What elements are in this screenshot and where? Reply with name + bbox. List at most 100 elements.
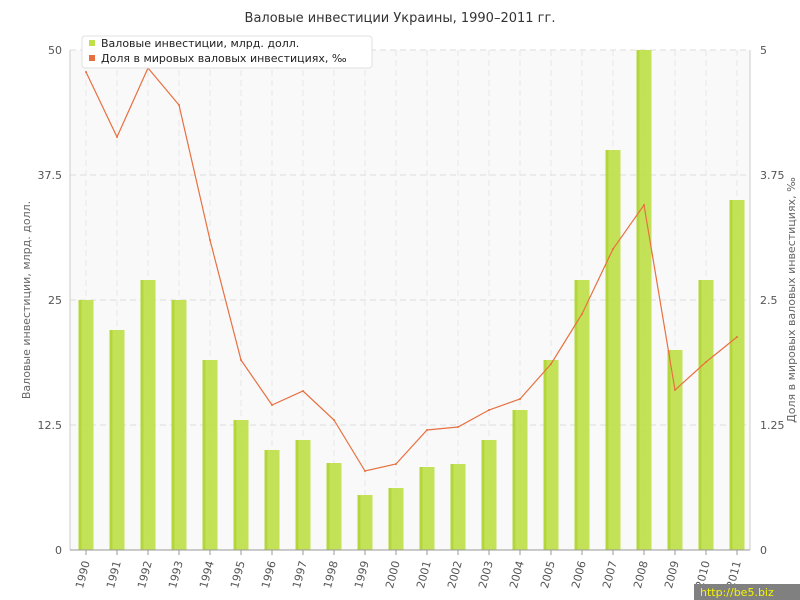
legend-swatch-bar — [89, 40, 95, 46]
line-point — [178, 104, 180, 106]
bar-shade — [202, 360, 206, 550]
y-axis-left-title: Валовые инвестиции, млрд. долл. — [20, 201, 33, 399]
bar-shade — [698, 280, 702, 550]
y-tick-left: 37.5 — [38, 169, 63, 182]
bar-shade — [171, 300, 175, 550]
x-tick-label: 1996 — [259, 559, 279, 589]
x-tick-label: 2004 — [507, 559, 527, 589]
x-tick-label: 1994 — [197, 559, 217, 589]
chart-title: Валовые инвестиции Украины, 1990–2011 гг… — [245, 11, 556, 26]
bar-shade — [295, 440, 299, 550]
x-tick-label: 2000 — [383, 559, 403, 589]
x-tick-label: 2006 — [569, 559, 589, 589]
bar — [326, 463, 342, 550]
line-point — [333, 419, 335, 421]
line-point — [302, 390, 304, 392]
x-tick-label: 2009 — [662, 559, 682, 589]
line-point — [116, 136, 118, 138]
x-tick-label: 2001 — [414, 559, 434, 589]
line-point — [612, 248, 614, 250]
bar-shade — [419, 467, 423, 550]
bar-shade — [109, 330, 113, 550]
legend-swatch-line — [89, 55, 95, 61]
bar — [357, 495, 373, 550]
x-tick-label: 1997 — [290, 559, 310, 589]
line-point — [581, 313, 583, 315]
y-tick-right: 2.5 — [760, 294, 778, 307]
bar — [605, 150, 621, 550]
y-tick-right: 5 — [760, 44, 767, 57]
bar-shade — [729, 200, 733, 550]
line-point — [240, 359, 242, 361]
bar-shade — [233, 420, 237, 550]
line-point — [488, 409, 490, 411]
x-tick-label: 2007 — [600, 559, 620, 589]
bar-shade — [481, 440, 485, 550]
line-point — [519, 398, 521, 400]
legend: Валовые инвестиции, млрд. долл. Доля в м… — [81, 35, 373, 69]
line-point — [364, 470, 366, 472]
bar — [698, 280, 714, 550]
bar-shade — [264, 450, 268, 550]
bar-shade — [605, 150, 609, 550]
legend-label-line: Доля в мировых валовых инвестициях, ‰ — [101, 52, 347, 65]
line-point — [674, 389, 676, 391]
bar — [140, 280, 156, 550]
bar-shade — [450, 464, 454, 550]
line-point — [426, 429, 428, 431]
bar-shade — [636, 50, 640, 550]
bar — [78, 300, 94, 550]
line-point — [457, 426, 459, 428]
share-line — [85, 66, 738, 472]
bar — [450, 464, 466, 550]
bar-shade — [326, 463, 330, 550]
x-tick-label: 1993 — [166, 559, 186, 589]
y-tick-right: 1.25 — [760, 419, 785, 432]
y-tick-left: 0 — [55, 544, 62, 557]
line-point — [209, 239, 211, 241]
bar — [543, 360, 559, 550]
x-tick-label: 2008 — [631, 559, 651, 589]
bar — [481, 440, 497, 550]
line-point — [705, 361, 707, 363]
bar — [512, 410, 528, 550]
line-point — [85, 71, 87, 73]
x-tick-label: 1992 — [135, 559, 155, 589]
bar — [419, 467, 435, 550]
bar — [109, 330, 125, 550]
watermark-group: http://be5.biz — [694, 584, 800, 600]
y-axis-right-title: Доля в мировых валовых инвестициях, ‰ — [785, 177, 798, 423]
line-point — [550, 363, 552, 365]
line-point — [395, 463, 397, 465]
x-tick-label: 2005 — [538, 559, 558, 589]
y-tick-right: 0 — [760, 544, 767, 557]
bar — [233, 420, 249, 550]
x-tick-label: 1991 — [104, 559, 124, 589]
bar — [636, 50, 652, 550]
x-tick-label: 2002 — [445, 559, 465, 589]
bar — [202, 360, 218, 550]
x-tick-label: 2003 — [476, 559, 496, 589]
bar — [171, 300, 187, 550]
legend-label-bar: Валовые инвестиции, млрд. долл. — [101, 37, 299, 50]
x-tick-label: 1990 — [73, 559, 93, 589]
y-tick-left: 50 — [48, 44, 62, 57]
bar-shade — [574, 280, 578, 550]
bar — [388, 488, 404, 550]
watermark: http://be5.biz — [700, 586, 774, 599]
bar-shade — [388, 488, 392, 550]
bar — [729, 200, 745, 550]
y-tick-left: 12.5 — [38, 419, 63, 432]
bar-series — [78, 50, 745, 550]
bar-shade — [78, 300, 82, 550]
line-point — [736, 336, 738, 338]
line-point — [271, 404, 273, 406]
y-tick-right: 3.75 — [760, 169, 785, 182]
bar — [264, 450, 280, 550]
legend-box — [81, 35, 373, 69]
bar-shade — [667, 350, 671, 550]
x-tick-label: 1999 — [352, 559, 372, 589]
bar — [667, 350, 683, 550]
x-tick-label: 1998 — [321, 559, 341, 589]
